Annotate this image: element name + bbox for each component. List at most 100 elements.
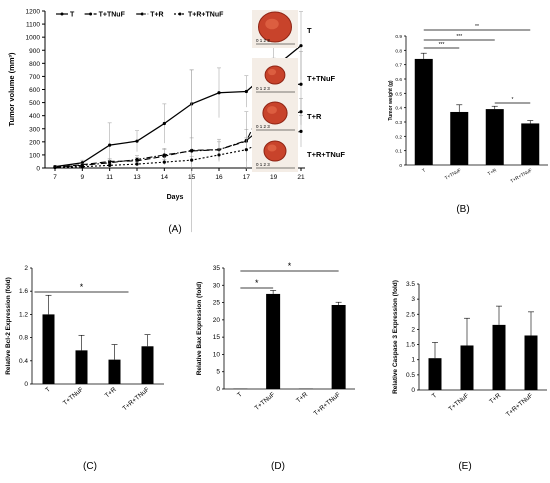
bar [332, 305, 346, 389]
y-tick-label: 0.4 [395, 106, 402, 112]
x-tick-label: T+TNuF [447, 392, 470, 413]
y-tick-label: 0 [411, 387, 415, 394]
y-tick-label: 3.5 [406, 281, 415, 288]
bar [76, 350, 88, 384]
data-point [135, 140, 138, 143]
x-tick-label: T [431, 392, 439, 400]
legend-label: T [70, 12, 75, 19]
x-tick-label: T+TNuF [62, 386, 85, 407]
x-axis-label: Days [167, 194, 184, 201]
data-point [190, 159, 193, 162]
legend-marker [89, 13, 92, 16]
y-tick-label: 300 [29, 126, 40, 133]
y-tick-label: 1000 [26, 35, 41, 42]
ruler-label: 0 1 2 3 [256, 124, 270, 129]
bar [525, 335, 538, 390]
significance-label: * [80, 282, 84, 292]
tumor-photo: 0 1 2 3T+TNuF [252, 58, 336, 96]
y-tick-label: 0.8 [19, 335, 28, 342]
y-tick-label: 1100 [26, 22, 40, 29]
ruler-label: 0 1 2 3 [256, 86, 270, 91]
data-point [108, 144, 111, 147]
y-tick-label: 0.5 [395, 91, 402, 97]
y-tick-label: 0.6 [395, 77, 402, 83]
photo-label: T+R+TNuF [307, 150, 345, 159]
x-tick-label: T+R+TNuF [505, 392, 534, 418]
y-tick-label: 1.6 [19, 288, 28, 295]
y-tick-label: 500 [29, 100, 40, 107]
y-tick-label: 1.5 [406, 342, 415, 349]
tumor-highlight [268, 145, 277, 152]
tumor-photo: 0 1 2 3 T+R+TNuF [252, 134, 345, 172]
data-point [108, 164, 111, 167]
x-tick-label: T+R [487, 167, 498, 177]
data-point [163, 153, 166, 156]
x-tick-label: 21 [297, 174, 305, 181]
bar [43, 314, 55, 384]
y-tick-label: 1 [411, 357, 415, 364]
data-point [81, 165, 84, 168]
data-point [53, 166, 56, 169]
x-tick-label: 7 [53, 174, 57, 181]
tumor-highlight [265, 19, 279, 30]
x-tick-label: T+R [488, 392, 502, 406]
ruler-label: 0 1 2 3 [256, 162, 270, 167]
y-tick-label: 800 [29, 61, 40, 68]
x-tick-label: T+R [104, 386, 118, 400]
x-tick-label: 11 [106, 174, 113, 181]
x-tick-label: T+TNuF [254, 391, 277, 412]
significance-label: * [512, 97, 514, 103]
significance-label: * [255, 278, 259, 288]
y-tick-label: 0.4 [19, 358, 28, 365]
data-point [190, 149, 193, 152]
data-point [217, 91, 220, 94]
legend-label: T+R [150, 12, 163, 19]
x-tick-label: 17 [243, 174, 251, 181]
y-tick-label: 1200 [26, 9, 41, 16]
y-tick-label: 0.7 [395, 63, 402, 69]
y-tick-label: 2 [24, 265, 28, 272]
tumor-highlight [268, 69, 276, 75]
bar [493, 325, 506, 390]
bar [142, 346, 154, 384]
x-tick-label: T [44, 386, 52, 394]
data-point [163, 122, 166, 125]
panel-label-a: (A) [168, 224, 181, 235]
legend-marker [141, 13, 144, 16]
y-tick-label: 25 [213, 300, 221, 307]
legend-marker [179, 13, 182, 16]
tumor-photo-icon [264, 141, 286, 161]
x-tick-label: T+TNuF [444, 168, 462, 182]
data-point [299, 130, 302, 133]
x-tick-label: T [421, 168, 427, 175]
data-point [299, 83, 302, 86]
bar [429, 358, 442, 390]
x-tick-label: 16 [215, 174, 223, 181]
bar [521, 123, 539, 165]
y-tick-label: 35 [213, 265, 221, 272]
y-tick-label: 15 [213, 334, 221, 341]
significance-label: *** [456, 34, 462, 40]
data-point [217, 153, 220, 156]
bar [109, 360, 121, 384]
bar [450, 112, 468, 165]
significance-label: *** [439, 42, 445, 48]
tumor-highlight [267, 106, 277, 114]
y-axis-label: Relative Caspase 3 Expression (fold) [392, 280, 399, 394]
legend-label: T+TNuF [99, 12, 126, 19]
y-tick-label: 0 [216, 386, 220, 393]
y-tick-label: 100 [29, 152, 40, 159]
y-tick-label: 3 [411, 296, 415, 303]
data-point [245, 90, 248, 93]
significance-label: ** [475, 24, 479, 30]
y-tick-label: 1.2 [19, 311, 28, 318]
data-point [299, 110, 302, 113]
tumor-photo-icon [265, 66, 285, 84]
y-tick-label: 0.5 [406, 372, 415, 379]
y-tick-label: 5 [216, 369, 220, 376]
photo-label: T [307, 26, 312, 35]
photo-label: T+R [307, 112, 322, 121]
tumor-photo: 0 1 2 3 T+R [252, 96, 322, 134]
